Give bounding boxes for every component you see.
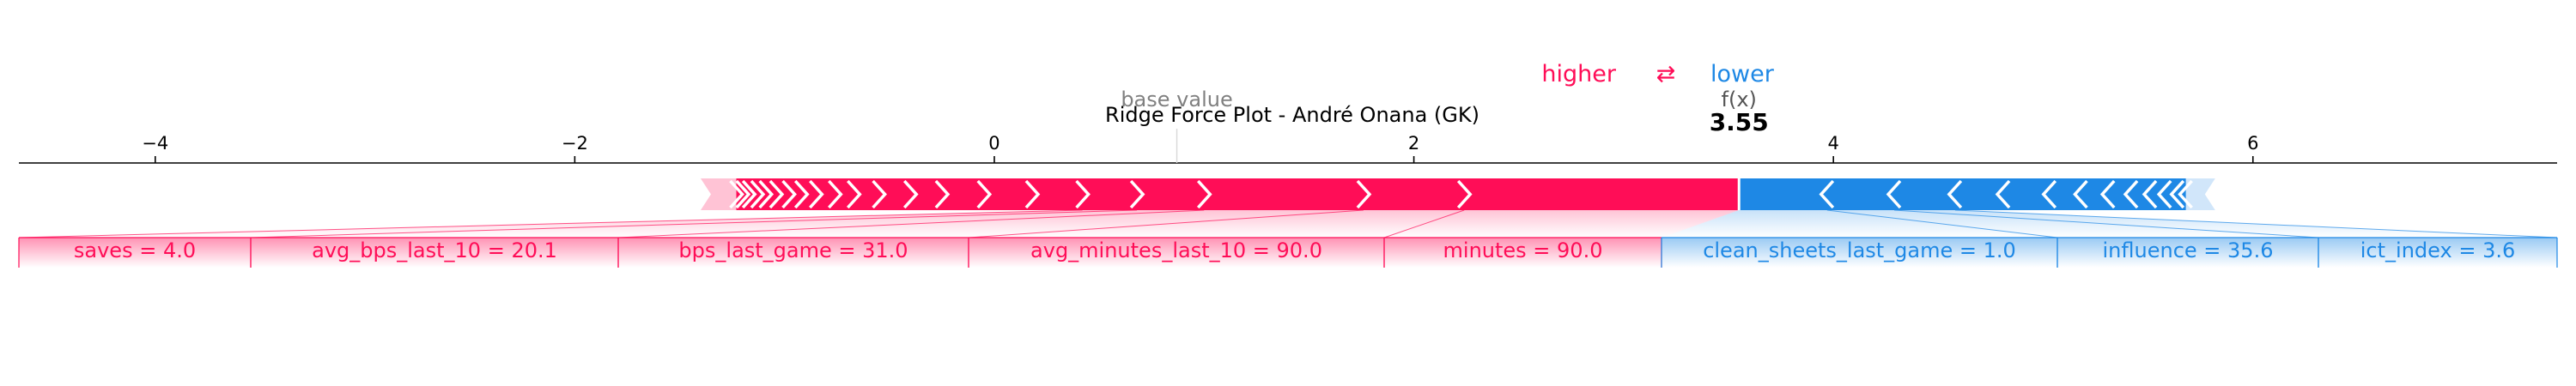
feature-label-text: influence = 35.6 xyxy=(2103,238,2274,262)
feature-connector-fill xyxy=(1384,210,1740,238)
positive-segment-chevron xyxy=(750,179,766,209)
positive-segment-chevron xyxy=(1356,179,1372,209)
positive-segment-chevron xyxy=(872,179,887,209)
positive-segment-chevron xyxy=(809,179,824,209)
feature-connector-fill xyxy=(251,210,1205,238)
x-tick-label: −2 xyxy=(562,133,588,154)
positive-segment-chevron xyxy=(976,179,993,209)
negative-segment-chevron xyxy=(1819,179,1835,209)
negative-segment-chevron xyxy=(2073,179,2088,209)
feature-label-text: clean_sheets_last_game = 1.0 xyxy=(1703,238,2016,262)
negative-segment-chevron xyxy=(1995,179,2011,209)
negative-segment-chevron xyxy=(1947,179,1963,209)
feature-label-text: bps_last_game = 31.0 xyxy=(678,238,908,262)
positive-segment-chevron xyxy=(735,179,751,209)
feature-label-box xyxy=(2318,238,2557,268)
positive-segment-chevron xyxy=(1075,179,1091,209)
positive-segment-chevron xyxy=(781,179,797,209)
feature-label-text: avg_bps_last_10 = 20.1 xyxy=(312,238,557,262)
positive-segment-chevron xyxy=(828,179,843,209)
feature-label-box xyxy=(2057,238,2318,268)
positive-segment-chevron xyxy=(1129,179,1145,209)
x-tick-label: 4 xyxy=(1827,133,1838,154)
feature-label-text: ict_index = 3.6 xyxy=(2360,238,2515,262)
feature-label-box xyxy=(19,238,251,268)
negative-segment-chevron xyxy=(2099,179,2116,209)
feature-label-box xyxy=(618,238,969,268)
feature-label-box xyxy=(969,238,1384,268)
feature-label-box xyxy=(1384,238,1662,268)
positive-segment-chevron xyxy=(793,179,810,209)
positive-bar xyxy=(736,178,1740,210)
feature-connector-fill xyxy=(1662,210,2057,238)
negative-segment-chevron xyxy=(2156,179,2172,209)
positive-segment-chevron xyxy=(741,179,757,209)
feature-connector-line xyxy=(18,209,1083,238)
positive-segment-chevron xyxy=(1456,179,1473,209)
feature-connector-fill xyxy=(1826,210,2318,238)
fx-value: 3.55 xyxy=(1710,108,1769,136)
legend-arrow: ⇄ xyxy=(1656,61,1676,87)
x-tick-label: 0 xyxy=(988,133,999,154)
positive-segment-chevron xyxy=(934,179,951,209)
feature-connector-fill xyxy=(1894,210,2557,238)
feature-connector-line xyxy=(1954,209,2558,238)
positive-segment-chevron xyxy=(902,179,919,209)
negative-segment-chevron xyxy=(2178,179,2193,209)
positive-segment-chevron xyxy=(1196,179,1212,209)
negative-segment-chevron xyxy=(2169,179,2185,209)
feature-label-box xyxy=(251,238,618,268)
feature-label-box xyxy=(1662,238,2057,268)
feature-label-text: minutes = 90.0 xyxy=(1443,238,1603,262)
chart-title: Ridge Force Plot - André Onana (GK) xyxy=(1105,103,1479,127)
positive-segment-chevron xyxy=(729,179,744,209)
x-tick-label: 2 xyxy=(1408,133,1419,154)
x-tick-label: 6 xyxy=(2247,133,2258,154)
legend-lower: lower xyxy=(1710,61,1775,87)
negative-segment-chevron xyxy=(2041,179,2057,209)
positive-segment-chevron xyxy=(758,179,775,209)
negative-segment-chevron xyxy=(2123,179,2139,209)
feature-label-text: saves = 4.0 xyxy=(74,238,196,262)
feature-connector-fill xyxy=(969,210,1465,238)
x-tick-label: −4 xyxy=(142,133,168,154)
fx-label: f(x) xyxy=(1722,87,1757,112)
feature-connector-fill xyxy=(618,210,1364,238)
negative-bar xyxy=(1739,178,2186,210)
feature-label-text: avg_minutes_last_10 = 90.0 xyxy=(1030,238,1322,262)
negative-segment-chevron xyxy=(2142,179,2158,209)
positive-segment-chevron xyxy=(769,179,785,209)
legend-higher: higher xyxy=(1541,61,1616,87)
negative-segment-chevron xyxy=(1886,179,1902,209)
positive-segment-chevron xyxy=(1024,179,1041,209)
base-value-label: base value xyxy=(1121,87,1232,112)
positive-segment-chevron xyxy=(847,179,862,209)
